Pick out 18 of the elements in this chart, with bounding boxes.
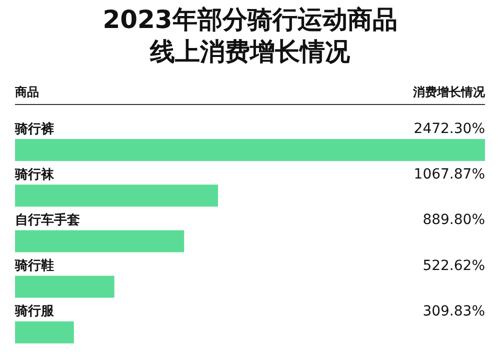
data-label: 2472.30% [414, 121, 485, 137]
text: 消费增长情况 [413, 84, 485, 101]
y-tick-label: 骑行服 [14, 304, 55, 320]
bar [15, 321, 74, 344]
text: 商品 [15, 84, 39, 101]
y-tick-label: 自行车手套 [15, 212, 80, 228]
bar [15, 184, 218, 207]
bar [15, 276, 114, 298]
data-label: 522.62% [422, 258, 485, 274]
y-tick-label: 骑行鞋 [14, 258, 54, 274]
data-label: 309.83% [422, 303, 485, 320]
y-tick-label: 骑行裤 [14, 120, 54, 137]
data-label: 889.80% [422, 212, 485, 228]
bar [15, 230, 184, 252]
data-label: 1067.87% [414, 166, 485, 183]
y-tick-label: 骑行袜 [14, 166, 55, 182]
bar [15, 139, 485, 161]
chart-title: 2023年部分骑行运动商品线上消费增长情况 [102, 4, 398, 68]
